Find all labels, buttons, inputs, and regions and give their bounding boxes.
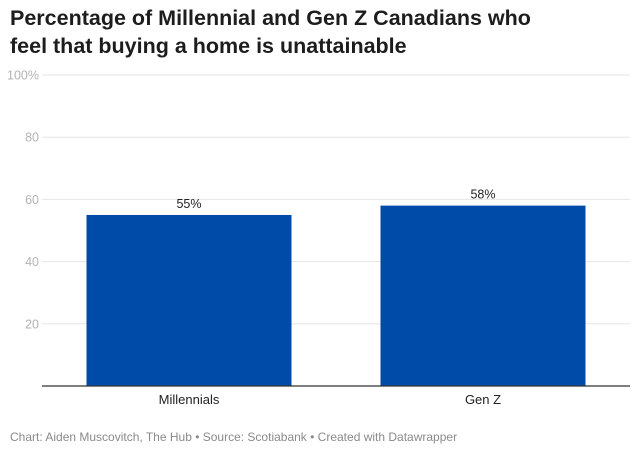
value-label-millennials: 55% [176, 197, 201, 211]
y-tick-label-100: 100% [7, 69, 39, 83]
y-tick-label-80: 80 [25, 131, 39, 145]
chart-footer-credit: Chart: Aiden Muscovitch, The Hub • Sourc… [10, 430, 458, 444]
bar-millennials [86, 214, 292, 386]
x-axis-category-labels: Millennials Gen Z [159, 392, 501, 407]
y-tick-label-20: 20 [25, 317, 39, 331]
category-label-millennials: Millennials [159, 392, 220, 407]
bar-gen-z [380, 205, 586, 386]
bars [86, 205, 586, 386]
y-tick-label-40: 40 [25, 255, 39, 269]
value-label-gen-z: 58% [470, 188, 495, 202]
bar-value-labels: 55% 58% [176, 188, 495, 211]
chart-title: Percentage of Millennial and Gen Z Canad… [10, 6, 531, 58]
y-axis-tick-labels: 100% 80 60 40 20 [7, 69, 39, 332]
category-label-gen-z: Gen Z [465, 392, 501, 407]
y-tick-label-60: 60 [25, 193, 39, 207]
